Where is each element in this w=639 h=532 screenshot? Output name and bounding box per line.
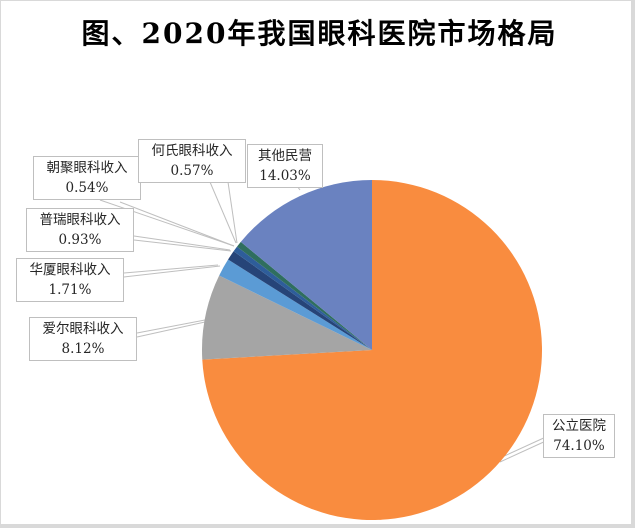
label-puri: 普瑞眼科收入 0.93% bbox=[26, 208, 134, 252]
label-name: 何氏眼科收入 bbox=[151, 143, 233, 159]
label-pct: 1.71% bbox=[48, 282, 92, 298]
label-pct: 8.12% bbox=[61, 341, 105, 357]
label-heshi: 何氏眼科收入 0.57% bbox=[138, 139, 246, 183]
slice-aier bbox=[202, 275, 372, 360]
leader-line bbox=[133, 239, 232, 252]
label-pct: 0.54% bbox=[65, 180, 109, 196]
label-name: 其他民营 bbox=[258, 148, 312, 164]
leader-line bbox=[209, 181, 237, 244]
slice-heshi bbox=[237, 241, 372, 350]
leader-line bbox=[499, 439, 549, 463]
label-pct: 14.03% bbox=[259, 168, 311, 184]
leader-line bbox=[136, 321, 206, 338]
slice-chaoju bbox=[233, 246, 372, 350]
leader-line bbox=[227, 181, 238, 244]
leader-line bbox=[123, 264, 219, 274]
leader-line bbox=[119, 201, 235, 247]
label-name: 华厦眼科收入 bbox=[29, 262, 111, 278]
slice-public-hospital bbox=[202, 180, 543, 520]
label-aier: 爱尔眼科收入 8.12% bbox=[29, 317, 137, 361]
label-other-private: 其他民营 14.03% bbox=[247, 144, 323, 188]
label-pct: 74.10% bbox=[553, 438, 605, 454]
label-name: 普瑞眼科收入 bbox=[39, 212, 121, 228]
leader-line bbox=[99, 199, 235, 247]
slice-puri bbox=[228, 251, 372, 350]
slice-other-private bbox=[240, 180, 372, 350]
label-chaoju: 朝聚眼科收入 0.54% bbox=[33, 156, 141, 200]
leader-line bbox=[136, 319, 206, 334]
label-public-hospital: 公立医院 74.10% bbox=[543, 414, 615, 458]
label-name: 爱尔眼科收入 bbox=[42, 321, 124, 337]
leader-line bbox=[133, 235, 231, 251]
label-name: 公立医院 bbox=[552, 418, 606, 434]
leader-line bbox=[123, 265, 221, 278]
label-pct: 0.93% bbox=[58, 232, 102, 248]
label-pct: 0.57% bbox=[170, 163, 214, 179]
label-huaxia: 华厦眼科收入 1.71% bbox=[16, 258, 124, 302]
slice-huaxia bbox=[219, 259, 372, 350]
label-name: 朝聚眼科收入 bbox=[46, 160, 128, 176]
chart-title: 图、2020年我国眼科医院市场格局 bbox=[81, 17, 558, 50]
